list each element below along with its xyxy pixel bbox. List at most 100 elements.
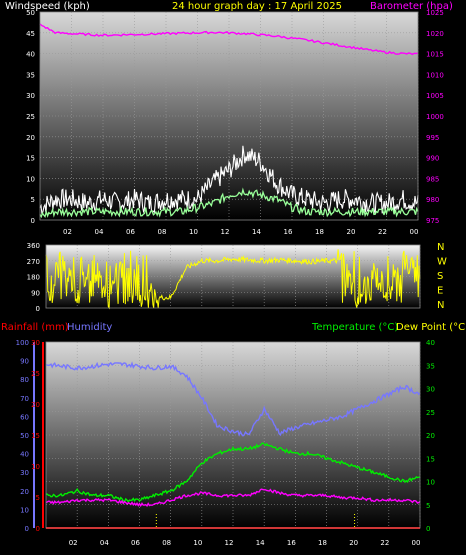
humidity-series [45,361,421,437]
wind-panel-x-tick-label: 20 [347,228,356,236]
direction-compass-label: N [437,300,444,311]
rainfall-axis-title: Rainfall (mm) [1,322,69,333]
direction-compass-label: N [437,242,444,253]
humidity-y-tick-label: 80 [20,376,29,384]
barometer-series [39,23,419,56]
wind-panel-x-tick-label: 22 [378,228,387,236]
direction-y-tick-label: 90 [31,289,40,297]
temperature-y-tick-label: 40 [426,339,435,347]
wind-y-tick-label: 5 [31,196,35,204]
rainfall-y-tick-label: 5 [36,494,40,502]
temp-panel-frame [45,341,421,529]
barometer-y-tick-label: 995 [426,134,439,142]
temperature-y-tick-label: 20 [426,432,435,440]
barometer-y-tick-label: 1000 [426,113,444,121]
wind-panel-x-tick-label: 06 [126,228,135,236]
chart-layer: 02 04 06 08 10 12 14 16 18 20 22 000510152025303540… [16,9,447,547]
direction-y-tick-label: 180 [27,274,40,282]
humidity-y-tick-label: 40 [20,451,29,459]
wind-panel-x-tick-label: 18 [315,228,324,236]
wind-direction-series [45,249,421,310]
wind-panel-x-tick-label: 02 [63,228,72,236]
wind-y-tick-label: 50 [26,9,35,17]
temp-panel-x-tick-label: 14 [256,539,265,547]
wind-panel-x-tick-label: 08 [158,228,167,236]
barometer-y-tick-label: 1005 [426,92,444,100]
rainfall-y-tick-label: 30 [31,339,40,347]
rainfall-y-tick-label: 15 [31,432,40,440]
temp-panel-x-tick-label: 18 [318,539,327,547]
wind-y-tick-label: 15 [26,155,35,163]
temp-panel-x-tick-label: 20 [349,539,358,547]
temperature-y-tick-label: 25 [426,409,435,417]
rainfall-y-tick-label: 25 [31,370,40,378]
dewpoint-axis-title: Dew Point (°C) [396,322,466,333]
temperature-y-tick-label: 0 [426,525,430,533]
wind-panel-x-tick-label: 04 [95,228,104,236]
direction-compass-label: W [437,257,447,268]
wind-y-tick-label: 20 [26,134,35,142]
temp-panel-x-tick-label: 04 [100,539,109,547]
barometer-y-tick-label: 1010 [426,71,444,79]
wind-y-tick-label: 45 [26,30,35,38]
barometer-y-tick-label: 985 [426,175,439,183]
temp-panel-x-tick-label: 00 [412,539,421,547]
humidity-y-tick-label: 0 [25,525,29,533]
humidity-y-tick-label: 10 [20,506,29,514]
temp-panel-x-tick-label: 12 [225,539,234,547]
temperature-y-tick-label: 15 [426,455,435,463]
temperature-y-tick-label: 5 [426,502,430,510]
temp-panel-x-tick-label: 06 [131,539,140,547]
wind-panel-x-tick-label: 10 [189,228,198,236]
humidity-axis-title: Humidity [67,322,112,333]
temperature-y-tick-label: 10 [426,479,435,487]
chart-title: 24 hour graph day : 17 April 2025 [172,1,342,12]
humidity-y-tick-label: 70 [20,395,29,403]
humidity-y-tick-label: 50 [20,432,29,440]
temp-panel-x-tick-label: 10 [193,539,202,547]
direction-compass-label: S [437,271,443,282]
temperature-series [45,442,421,503]
direction-y-tick-label: 0 [36,305,40,313]
wind-panel-x-tick-label: 14 [252,228,261,236]
barometer-y-tick-label: 1025 [426,9,444,17]
direction-panel-frame [45,244,421,309]
wind-y-tick-label: 30 [26,92,35,100]
wind-y-tick-label: 35 [26,71,35,79]
rainfall-y-tick-label: 10 [31,463,40,471]
temperature-y-tick-label: 30 [426,386,435,394]
humidity-y-tick-label: 100 [16,339,29,347]
barometer-y-tick-label: 1015 [426,51,444,59]
temp-panel-x-tick-label: 08 [162,539,171,547]
wind-panel-x-tick-label: 00 [410,228,419,236]
rainfall-y-tick-label: 0 [36,525,40,533]
barometer-axis-title: Barometer (hpa) [370,1,453,12]
direction-y-tick-label: 360 [27,242,40,250]
wind-y-tick-label: 10 [26,175,35,183]
wind-axis-title: Windspeed (kph) [5,1,90,12]
temp-panel-x-tick-label: 22 [380,539,389,547]
wind-gust-series [39,145,419,215]
temp-panel-x-tick-label: 02 [69,539,78,547]
barometer-y-tick-label: 975 [426,217,439,225]
humidity-y-tick-label: 30 [20,469,29,477]
wind-y-tick-label: 40 [26,51,35,59]
direction-compass-label: E [437,286,443,297]
wind-panel-x-tick-label: 16 [284,228,293,236]
humidity-y-tick-label: 90 [20,358,29,366]
humidity-y-tick-label: 20 [20,488,29,496]
temperature-axis-title: Temperature (°C) [311,322,398,333]
wind-y-tick-label: 0 [31,217,35,225]
temp-panel-x-tick-label: 16 [287,539,296,547]
wind-panel-x-tick-label: 12 [221,228,230,236]
direction-y-tick-label: 270 [27,258,40,266]
wind-y-tick-label: 25 [26,113,35,121]
barometer-y-tick-label: 1020 [426,30,444,38]
temperature-y-tick-label: 35 [426,362,435,370]
rainfall-y-tick-label: 20 [31,401,40,409]
wind-average-series [39,187,419,219]
barometer-y-tick-label: 980 [426,196,439,204]
wind-panel-frame [39,11,419,221]
humidity-y-tick-label: 60 [20,413,29,421]
